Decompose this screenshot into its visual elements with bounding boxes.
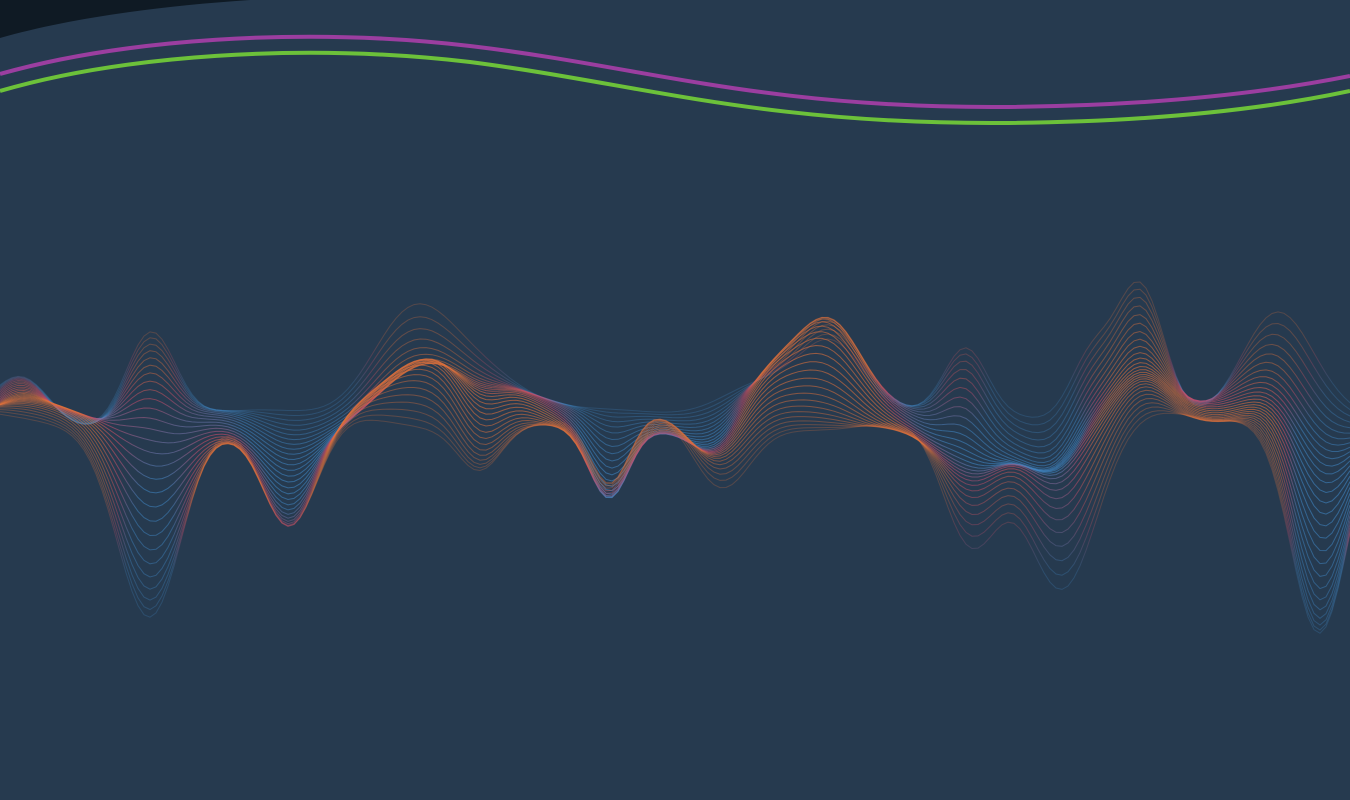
purple-stripe <box>0 34 1350 110</box>
wave-strand <box>0 412 1350 634</box>
wave-strand <box>0 406 1350 626</box>
wave-strand <box>0 344 1350 494</box>
corner-shape <box>0 0 250 38</box>
wave-strand <box>0 318 1350 467</box>
wave-strand <box>0 314 1350 448</box>
sound-wave-mesh <box>0 281 1350 634</box>
wave-strand <box>0 352 1350 504</box>
wave-strand <box>0 410 1350 631</box>
wave-strand <box>0 401 1350 619</box>
wave-strand <box>0 305 1350 441</box>
green-stripe <box>0 50 1350 126</box>
